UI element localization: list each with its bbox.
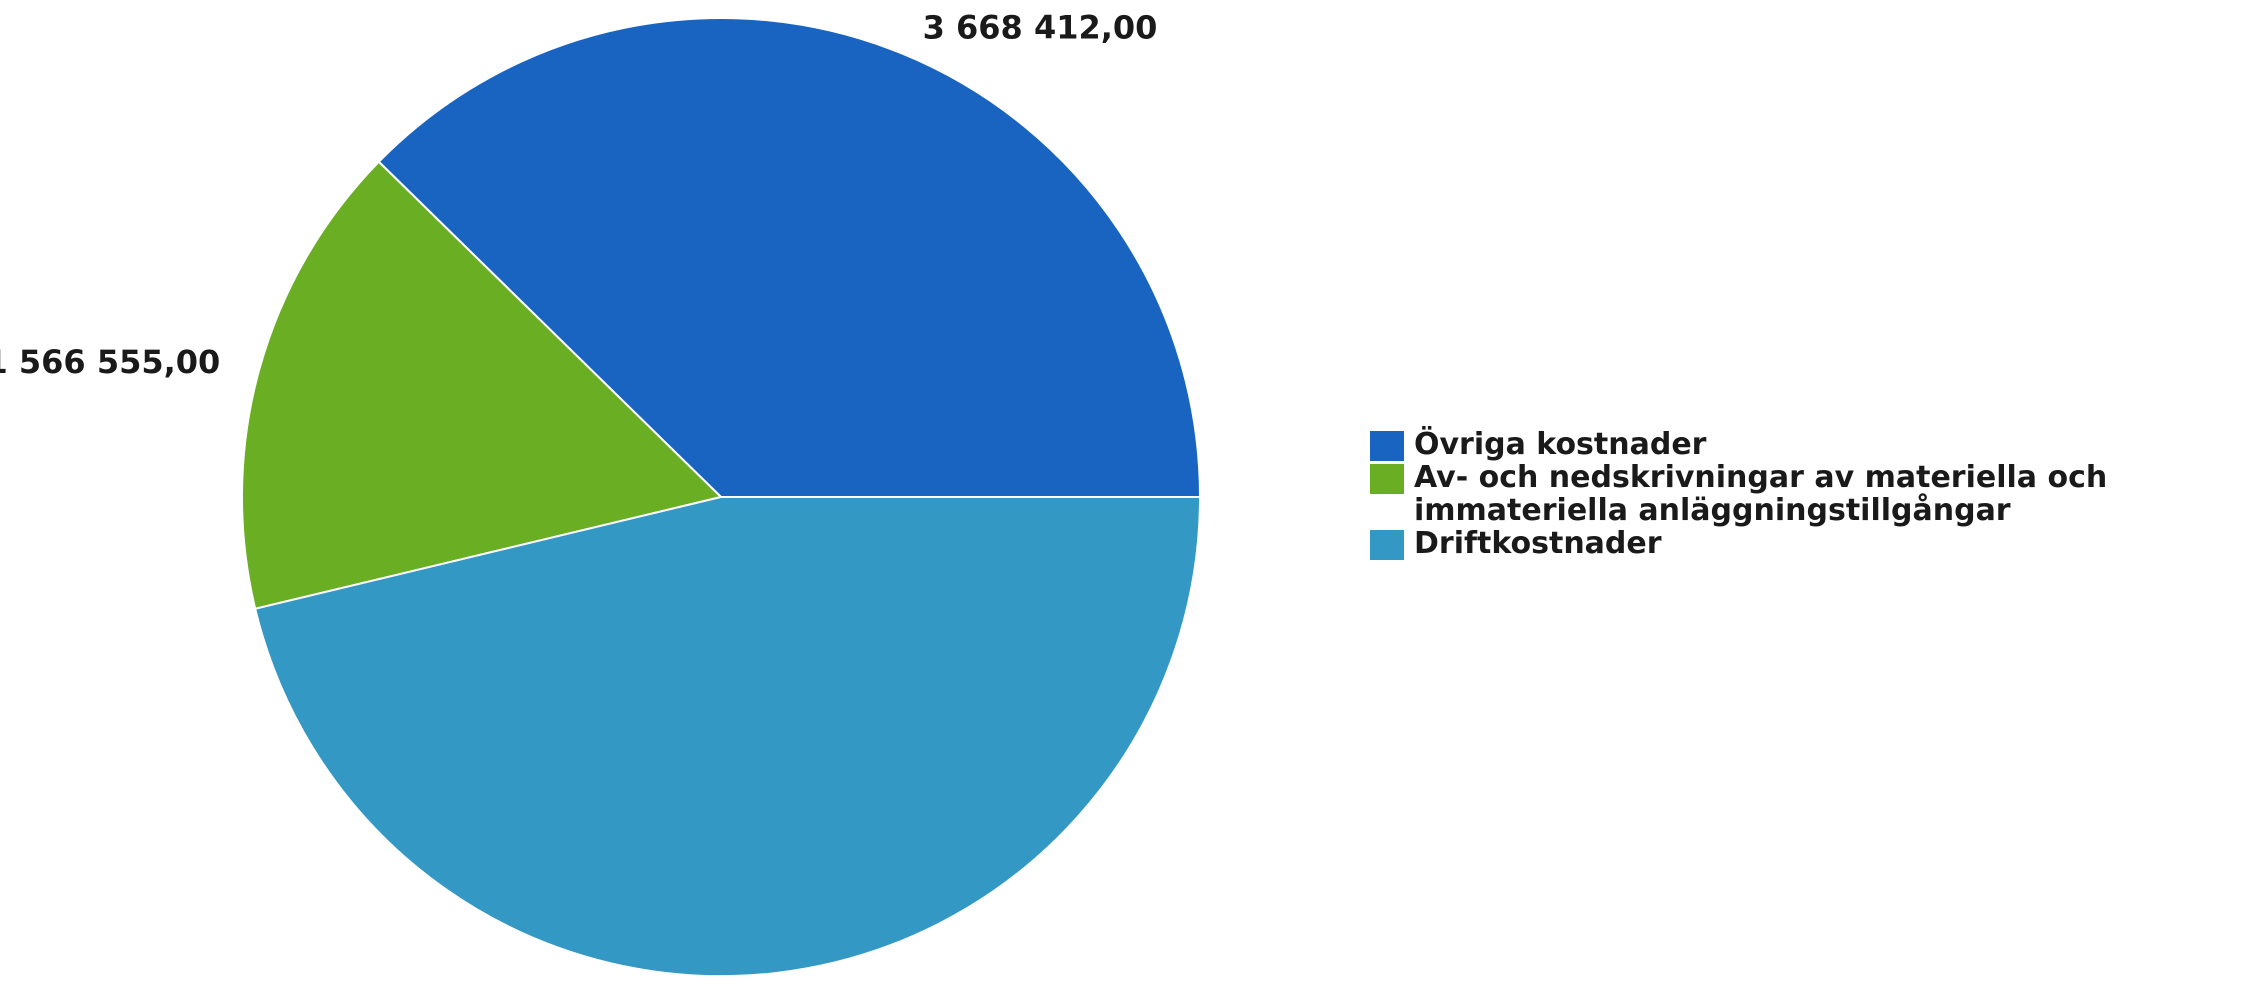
- legend-swatch: [1370, 431, 1404, 461]
- pie-slice: [240, 160, 723, 611]
- legend-item-ovriga-kostnader: Övriga kostnader: [1370, 428, 2250, 461]
- legend-swatch: [1370, 530, 1404, 560]
- pie-chart: 3 668 412,001 566 555,004 504 634,00: [0, 9, 1202, 978]
- pie-data-label: 1 566 555,00: [0, 343, 220, 381]
- pie-slices: [240, 16, 1202, 978]
- legend-label: Av- och nedskrivningar av materiella och…: [1414, 460, 2108, 528]
- legend-label: Driftkostnader: [1414, 526, 1662, 561]
- legend-item-driftkostnader: Driftkostnader: [1370, 527, 2250, 560]
- legend-swatch: [1370, 464, 1404, 494]
- pie-slice: [377, 16, 1202, 498]
- pie-data-labels: 3 668 412,001 566 555,004 504 634,00: [0, 9, 1158, 381]
- legend-item-av-och-nedskrivningar: Av- och nedskrivningar av materiella och…: [1370, 461, 2250, 527]
- legend-label: Övriga kostnader: [1414, 427, 1707, 462]
- legend: Övriga kostnader Av- och nedskrivningar …: [1370, 428, 2250, 560]
- pie-data-label: 3 668 412,00: [923, 9, 1158, 47]
- pie-slice: [253, 496, 1202, 978]
